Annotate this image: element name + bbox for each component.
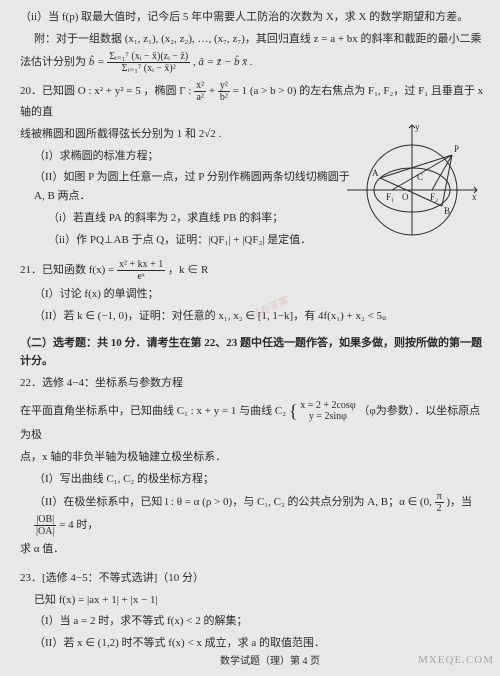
formula-line: 法估计分别为 b̂ = Σᵢ₌₁⁷ (xᵢ − x̄)(zᵢ − z̄) Σᵢ₌…: [20, 51, 486, 74]
text-line: 求 α 值．: [20, 540, 486, 559]
numerator: x²: [194, 80, 206, 92]
text-line: 22．选修 4−4：坐标系与参数方程: [20, 374, 486, 393]
text-line: （II）如图 P 为圆上任意一点，过 P 分别作椭圆两条切线切椭圆于 A, B …: [34, 168, 354, 205]
point-label: A: [372, 168, 379, 178]
text-line: 附：对于一组数据 (x₁, z₁), (x₂, z₂), …, (x₇, z₇)…: [34, 30, 486, 49]
text: = 4 时，: [59, 519, 98, 531]
text: ，k ∈ R: [168, 264, 208, 276]
point-label: C: [417, 172, 423, 182]
numerator: Σᵢ₌₁⁷ (xᵢ − x̄)(zᵢ − z̄): [107, 51, 190, 63]
q21-line: 21．已知函数 f(x) = x² + kx + 1 eˣ ，k ∈ R: [20, 259, 486, 282]
brace-icon: {: [289, 401, 298, 421]
text-line: （II）若 k ∈ (−1, 0)，证明：对任意的 x₁, x₂ ∈ [1, 1…: [34, 307, 486, 326]
denominator: a²: [194, 92, 206, 103]
numerator: π: [435, 491, 444, 503]
section-heading: （二）选考题：共 10 分．请考生在第 22、23 题中任选一题作答，如果多做，…: [20, 334, 486, 371]
numerator: x² + kx + 1: [117, 259, 165, 271]
numerator: |OB|: [34, 514, 56, 526]
text: 法估计分别为: [20, 56, 89, 68]
point-label: O: [402, 192, 409, 202]
point-label: B: [444, 206, 450, 216]
fraction: y² b²: [218, 80, 230, 103]
denominator: 2: [435, 503, 444, 514]
text: 20．已知圆 O : x² + y² = 5 ，椭圆 Γ :: [20, 85, 194, 97]
point-label: F₂: [430, 192, 438, 202]
ellipse-circle-diagram: y x P A B C O F₁ F₂: [342, 120, 482, 240]
text-line: （I）讨论 f(x) 的单调性；: [34, 285, 486, 304]
corner-watermark: MXEQE.COM: [418, 651, 494, 670]
fraction: x² + kx + 1 eˣ: [117, 259, 165, 282]
formula: , â = z̄ − b̂ x̄ .: [193, 56, 253, 68]
axis-label-y: y: [415, 122, 420, 132]
text: )，当: [446, 496, 472, 508]
denominator: b²: [218, 92, 230, 103]
text: 在平面直角坐标系中，已知曲线 C₁ : x + y = 1 与曲线 C₂: [20, 404, 289, 416]
text: 21．已知函数 f(x) =: [20, 264, 117, 276]
text-line: （ii）当 f(p) 取最大值时，记今后 5 年中需要人工防治的次数为 X，求 …: [20, 8, 486, 27]
text: +: [209, 85, 218, 97]
text-line: 已知 f(x) = |ax + 1| + |x − 1|: [34, 591, 486, 610]
fraction: Σᵢ₌₁⁷ (xᵢ − x̄)(zᵢ − z̄) Σᵢ₌₁⁷ (xᵢ − x̄)…: [107, 51, 190, 74]
text-line: （II）若 x ∈ (1,2) 时不等式 f(x) < x 成立，求 a 的取值…: [34, 634, 486, 653]
fraction: x² a²: [194, 80, 206, 103]
text: x = 2 + 2cosφ: [300, 400, 355, 411]
fraction: |OB| |OA|: [34, 514, 56, 537]
param-eq: x = 2 + 2cosφ y = 2sinφ: [300, 400, 355, 422]
text: y = 2sinφ: [300, 411, 355, 422]
point-label: P: [454, 144, 459, 154]
point-label: F₁: [386, 192, 394, 202]
text-line: （I）写出曲线 C₁, C₂ 的极坐标方程；: [34, 470, 486, 489]
fraction: π 2: [435, 491, 444, 514]
q22-param-line: 在平面直角坐标系中，已知曲线 C₁ : x + y = 1 与曲线 C₂ { x…: [20, 396, 486, 445]
axis-label-x: x: [472, 192, 477, 202]
text: （II）在极坐标系中，已知 l : θ = α (ρ > 0)，与 C₁, C₂…: [34, 496, 435, 508]
denominator: Σᵢ₌₁⁷ (xᵢ − x̄)²: [107, 63, 190, 74]
text-line: （I）当 a = 2 时，求不等式 f(x) < 2 的解集；: [34, 612, 486, 631]
q22-ii-line: （II）在极坐标系中，已知 l : θ = α (ρ > 0)，与 C₁, C₂…: [34, 491, 486, 537]
text-line: 点，x 轴的非负半轴为极轴建立极坐标系．: [20, 448, 486, 467]
denominator: |OA|: [34, 526, 56, 537]
numerator: y²: [218, 80, 230, 92]
text-line: 23．[选修 4−5：不等式选讲]（10 分）: [20, 569, 486, 588]
denominator: eˣ: [117, 271, 165, 282]
formula: b̂ =: [89, 56, 105, 68]
q20-line: 20．已知圆 O : x² + y² = 5 ，椭圆 Γ : x² a² + y…: [20, 80, 486, 122]
